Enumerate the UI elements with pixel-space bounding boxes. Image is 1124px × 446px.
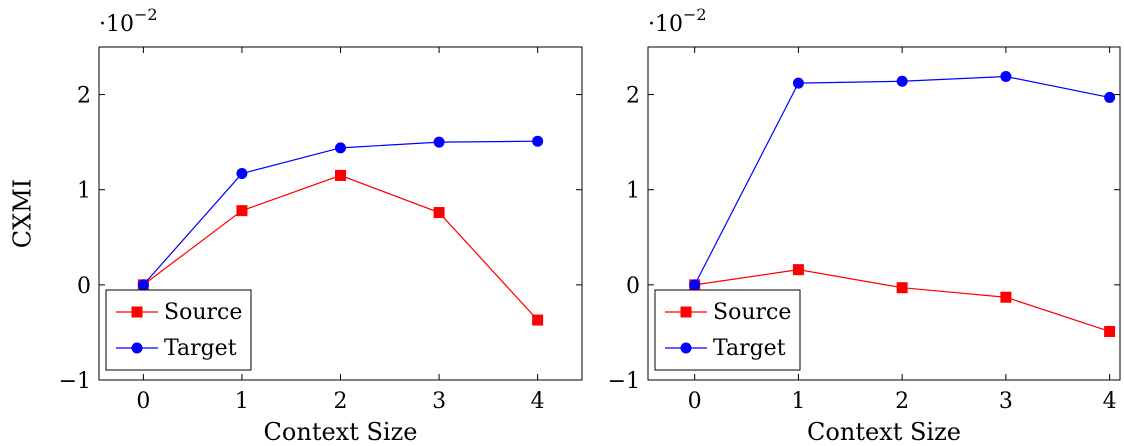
data-point-source — [792, 264, 804, 276]
axis-scale-note: ·10−2 — [648, 5, 707, 37]
series-target — [689, 70, 1116, 291]
y-tick-label: −1 — [608, 369, 640, 394]
legend-label: Target — [713, 336, 786, 361]
y-tick-label: 2 — [77, 84, 91, 109]
legend-label: Source — [713, 300, 791, 325]
legend-marker-square — [131, 306, 143, 318]
y-tick-label: 2 — [626, 84, 640, 109]
y-tick-label: −1 — [59, 369, 91, 394]
y-tick-label: 1 — [626, 179, 640, 204]
series-target — [137, 135, 544, 291]
axis-scale-note: ·10−2 — [99, 5, 158, 37]
data-point-target — [236, 168, 248, 180]
y-tick-label: 1 — [77, 179, 91, 204]
data-point-source — [1000, 291, 1012, 303]
x-tick-label: 1 — [791, 389, 805, 414]
legend-box — [105, 289, 252, 371]
plot-frame — [98, 46, 583, 381]
scale-note-base: ·10 — [648, 12, 683, 37]
x-tick-label: 0 — [688, 389, 702, 414]
data-point-target — [896, 75, 908, 87]
data-point-target — [1000, 70, 1012, 82]
legend-label: Target — [164, 336, 237, 361]
data-point-target — [532, 135, 544, 147]
data-point-source — [1104, 325, 1116, 337]
x-tick-label: 3 — [432, 389, 446, 414]
chart-panel-2: 0 1 2 3 4 −1 0 1 2 ·10−2 Context Size Source Target — [608, 5, 1121, 446]
x-tick-label: 1 — [235, 389, 249, 414]
series-line-target — [694, 75, 1110, 286]
data-point-source — [335, 169, 346, 181]
legend-marker-square — [680, 306, 692, 318]
data-point-source — [433, 207, 445, 219]
x-axis-title: Context Size — [264, 418, 418, 446]
plot-frame — [647, 46, 1121, 381]
x-tick-label: 2 — [895, 389, 909, 414]
x-tick-label: 4 — [531, 389, 545, 414]
x-tick-label: 3 — [999, 389, 1013, 414]
scale-note-base: ·10 — [99, 12, 134, 37]
data-point-target — [137, 279, 149, 291]
y-tick-label: 0 — [626, 274, 640, 299]
scale-note-exponent: −2 — [134, 5, 158, 24]
data-point-source — [532, 314, 544, 326]
x-axis-title: Context Size — [807, 418, 961, 446]
legend-marker-circle — [131, 342, 143, 354]
data-point-target — [335, 142, 346, 154]
x-tick-label: 0 — [136, 389, 150, 414]
legend-box — [654, 289, 801, 371]
legend-marker-circle — [680, 342, 692, 354]
y-axis-title: CXMI — [9, 179, 37, 249]
legend: Source Target — [105, 289, 252, 371]
chart-panel-1: 0 1 2 3 4 −1 0 1 2 ·10−2 Context Size CXMI Source Tar… — [9, 5, 583, 446]
series-line-target — [142, 140, 538, 286]
scale-note-exponent: −2 — [683, 5, 707, 24]
data-point-target — [433, 136, 445, 148]
data-point-source — [236, 205, 248, 217]
data-point-target — [1104, 91, 1116, 103]
legend: Source Target — [654, 289, 801, 371]
data-point-source — [896, 282, 908, 294]
x-tick-label: 4 — [1103, 389, 1117, 414]
x-tick-label: 2 — [334, 389, 348, 414]
y-tick-label: 0 — [77, 274, 91, 299]
data-point-target — [792, 77, 804, 89]
legend-label: Source — [164, 300, 242, 325]
data-point-target — [689, 279, 701, 291]
